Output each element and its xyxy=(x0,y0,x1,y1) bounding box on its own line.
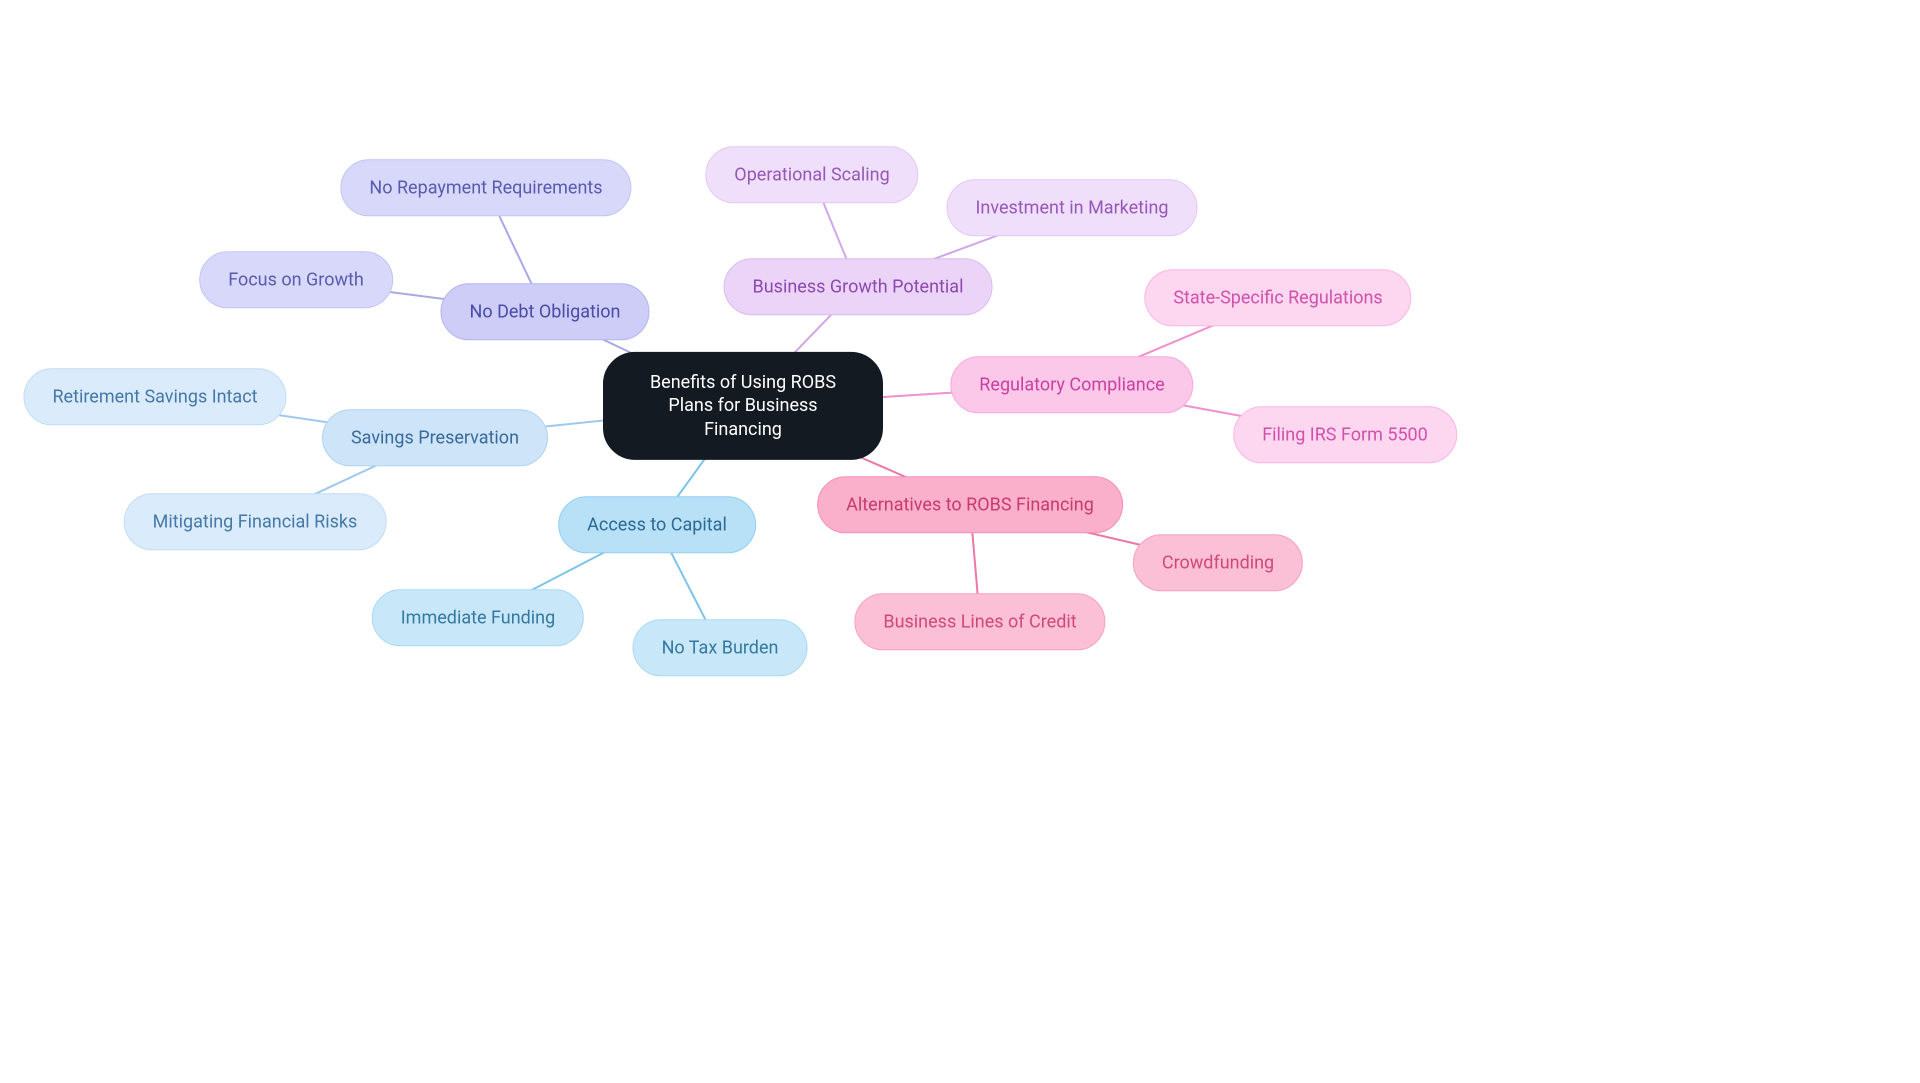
node-label: No Tax Burden xyxy=(662,636,779,659)
node-lines-of-credit: Business Lines of Credit xyxy=(854,593,1105,650)
node-label: State-Specific Regulations xyxy=(1173,286,1382,309)
node-crowdfunding: Crowdfunding xyxy=(1133,534,1303,591)
node-irs-5500: Filing IRS Form 5500 xyxy=(1233,406,1457,463)
node-focus-growth: Focus on Growth xyxy=(199,251,393,308)
node-label: Regulatory Compliance xyxy=(979,373,1164,396)
node-label: Investment in Marketing xyxy=(976,196,1169,219)
node-access-capital: Access to Capital xyxy=(558,496,756,553)
node-label: Savings Preservation xyxy=(351,426,519,449)
node-label: Focus on Growth xyxy=(228,268,364,291)
node-label: Operational Scaling xyxy=(734,163,889,186)
node-label: Filing IRS Form 5500 xyxy=(1262,423,1428,446)
node-label: No Debt Obligation xyxy=(469,300,620,323)
node-label: No Repayment Requirements xyxy=(369,176,602,199)
node-label: Benefits of Using ROBS Plans for Busines… xyxy=(628,371,858,441)
node-label: Retirement Savings Intact xyxy=(52,385,257,408)
node-label: Alternatives to ROBS Financing xyxy=(846,493,1094,516)
node-operational-scaling: Operational Scaling xyxy=(705,146,918,203)
node-label: Crowdfunding xyxy=(1162,551,1274,574)
node-alternatives: Alternatives to ROBS Financing xyxy=(817,476,1123,533)
node-center: Benefits of Using ROBS Plans for Busines… xyxy=(603,352,883,460)
node-investment-marketing: Investment in Marketing xyxy=(947,179,1198,236)
node-label: Business Lines of Credit xyxy=(883,610,1076,633)
node-no-repayment: No Repayment Requirements xyxy=(340,159,631,216)
node-savings: Savings Preservation xyxy=(322,409,548,466)
node-label: Business Growth Potential xyxy=(753,275,964,298)
node-no-tax-burden: No Tax Burden xyxy=(633,619,808,676)
node-growth-potential: Business Growth Potential xyxy=(724,258,993,315)
node-label: Immediate Funding xyxy=(401,606,555,629)
node-label: Mitigating Financial Risks xyxy=(153,510,358,533)
node-immediate-funding: Immediate Funding xyxy=(372,589,584,646)
mindmap-canvas: Benefits of Using ROBS Plans for Busines… xyxy=(0,0,1920,1083)
node-mitigating-risks: Mitigating Financial Risks xyxy=(124,493,387,550)
node-label: Access to Capital xyxy=(587,513,727,536)
node-regulatory: Regulatory Compliance xyxy=(950,356,1193,413)
node-no-debt: No Debt Obligation xyxy=(440,283,649,340)
node-state-regs: State-Specific Regulations xyxy=(1144,269,1411,326)
node-retirement-intact: Retirement Savings Intact xyxy=(23,368,286,425)
